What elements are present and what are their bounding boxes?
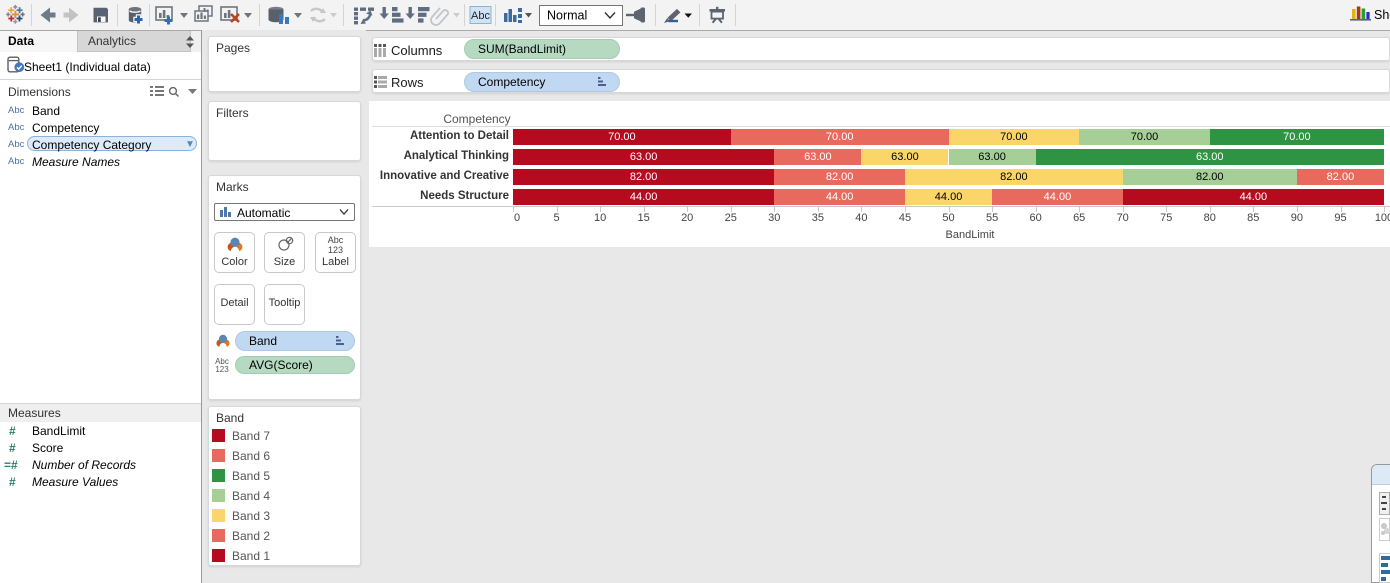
svg-text:Normal: Normal: [547, 9, 587, 23]
svg-text:Abc: Abc: [471, 10, 490, 22]
svg-text:Sho: Sho: [1374, 8, 1390, 22]
